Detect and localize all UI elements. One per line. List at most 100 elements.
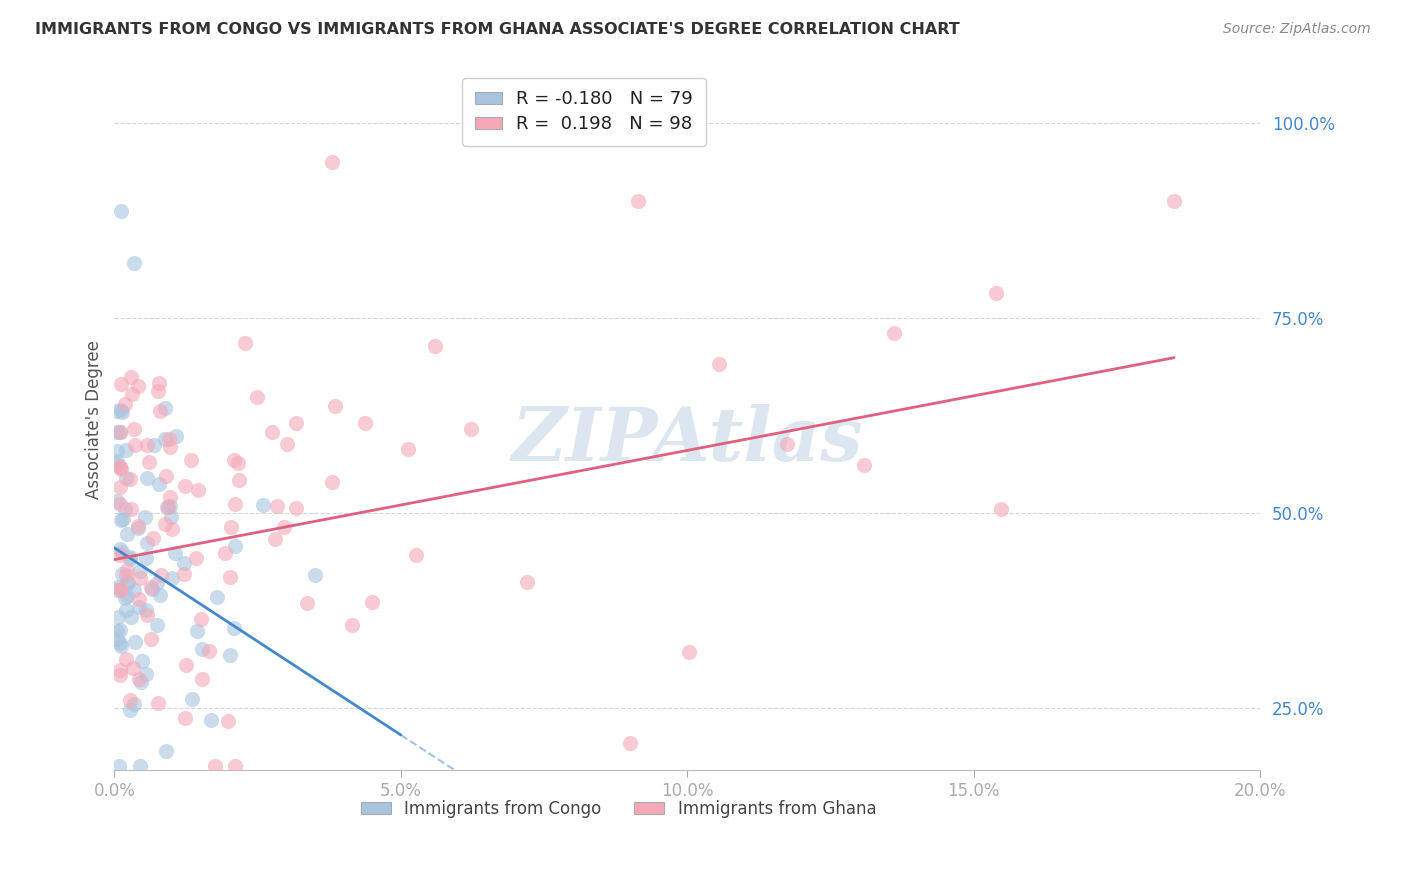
Point [110,461,132,475]
Point [304,568,326,582]
Point [143,438,166,452]
Point [149,404,172,418]
Point [173,567,195,582]
Point [115,563,138,577]
Point [155,744,177,758]
Point [128,672,150,686]
Point [853,458,876,473]
Point [117,527,139,541]
Point [108,582,131,596]
Point [173,478,195,492]
Point [135,550,157,565]
Point [115,603,138,617]
Point [105,458,128,472]
Point [264,532,287,546]
Point [108,425,131,439]
Point [1163,194,1185,208]
Point [121,387,143,401]
Point [235,335,257,350]
Point [124,583,146,598]
Point [155,517,177,532]
Point [124,634,146,648]
Point [128,759,150,773]
Point [114,652,136,666]
Point [120,703,142,717]
Point [159,490,181,504]
Point [141,582,163,596]
Text: IMMIGRANTS FROM CONGO VS IMMIGRANTS FROM GHANA ASSOCIATE'S DEGREE CORRELATION CH: IMMIGRANTS FROM CONGO VS IMMIGRANTS FROM… [35,22,960,37]
Point [180,453,202,467]
Point [110,377,132,392]
Point [204,759,226,773]
Point [285,416,308,430]
Point [174,657,197,672]
Point [159,440,181,454]
Point [190,672,212,686]
Point [115,590,138,604]
Point [127,521,149,535]
Point [157,433,180,447]
Y-axis label: Associate's Degree: Associate's Degree [86,340,103,499]
Point [110,639,132,653]
Text: Source: ZipAtlas.com: Source: ZipAtlas.com [1223,22,1371,37]
Point [200,713,222,727]
Point [108,668,131,682]
Point [224,759,246,773]
Point [108,664,131,678]
Point [146,384,169,398]
Point [619,736,641,750]
Point [340,618,363,632]
Point [173,556,195,570]
Point [107,609,129,624]
Point [129,571,152,585]
Point [139,580,162,594]
Point [108,623,131,637]
Point [120,370,142,384]
Point [105,454,128,468]
Point [110,635,132,649]
Point [114,470,136,484]
Point [118,549,141,564]
Point [157,500,180,514]
Point [111,512,134,526]
Point [273,520,295,534]
Point [127,519,149,533]
Point [198,644,221,658]
Point [224,497,246,511]
Point [883,326,905,341]
Point [120,610,142,624]
Point [159,499,181,513]
Point [425,339,447,353]
Point [405,548,427,562]
Point [460,421,482,435]
Point [984,285,1007,300]
Point [214,546,236,560]
Point [108,459,131,474]
Point [150,568,173,582]
Point [108,480,131,494]
Point [155,468,177,483]
Point [105,624,128,638]
Point [226,456,249,470]
Point [187,483,209,498]
Point [128,600,150,615]
Point [396,442,419,456]
Point [224,452,246,467]
Point [160,509,183,524]
Point [107,581,129,595]
Text: ZIPAtlas: ZIPAtlas [512,404,863,476]
Point [224,621,246,635]
Point [136,470,159,484]
Point [180,692,202,706]
Point [129,674,152,689]
Point [124,437,146,451]
Point [135,666,157,681]
Point [120,502,142,516]
Point [117,576,139,591]
Point [149,589,172,603]
Point [252,498,274,512]
Point [776,436,799,450]
Point [129,564,152,578]
Point [124,422,146,436]
Point [110,513,132,527]
